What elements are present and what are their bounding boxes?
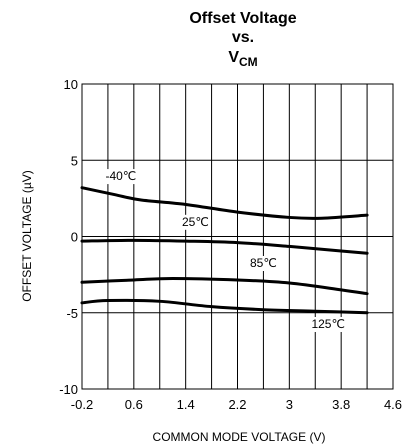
y-tick-label: 5 [71, 153, 78, 168]
x-tick-label: 4.6 [384, 397, 402, 412]
series-line [80, 276, 369, 296]
chart-title-line-2: vs. [232, 29, 254, 46]
series-label: -40℃ [105, 169, 136, 183]
y-tick-label: 10 [64, 77, 78, 92]
x-tick-label: 2.2 [228, 397, 246, 412]
series-lines [80, 186, 369, 315]
chart-title: Offset Voltage vs. VCM [189, 10, 296, 69]
y-tick-label: -5 [66, 306, 78, 321]
series-label-backdrop [311, 317, 346, 332]
x-tick-labels: -0.2 0.6 1.4 2.2 3 3.8 4.6 [71, 397, 402, 412]
series-label-backdrop [250, 256, 277, 271]
y-tick-label: -10 [59, 382, 78, 397]
series-label: 125℃ [311, 317, 345, 331]
series-label-backdrop [182, 214, 209, 230]
chart-title-line-3: VCM [228, 49, 257, 69]
series-label: 85℃ [250, 256, 277, 270]
x-tick-label: 0.6 [125, 397, 143, 412]
x-tick-label: -0.2 [71, 397, 93, 412]
y-axis-label: OFFSET VOLTAGE (µV) [20, 170, 34, 302]
chart-title-line-1: Offset Voltage [189, 10, 296, 27]
series-label: 25℃ [182, 215, 209, 229]
x-tick-label: 3 [286, 397, 293, 412]
series-label-backdrop [103, 169, 138, 185]
grid-lines [81, 83, 394, 390]
series-line [80, 298, 369, 315]
x-tick-label: 1.4 [177, 397, 195, 412]
chart-title-subscript: CM [239, 55, 258, 69]
x-axis-label: COMMON MODE VOLTAGE (V) [153, 430, 326, 444]
series-labels: -40℃ 25℃ 85℃ 125℃ [103, 169, 346, 332]
series-line [80, 238, 369, 255]
x-tick-label: 3.8 [332, 397, 350, 412]
y-tick-label: 0 [71, 230, 78, 245]
series-line [80, 186, 369, 220]
y-tick-labels: 10 5 0 -5 -10 [59, 77, 78, 397]
chart-title-v: V [228, 49, 239, 66]
plot-frame [81, 83, 394, 390]
